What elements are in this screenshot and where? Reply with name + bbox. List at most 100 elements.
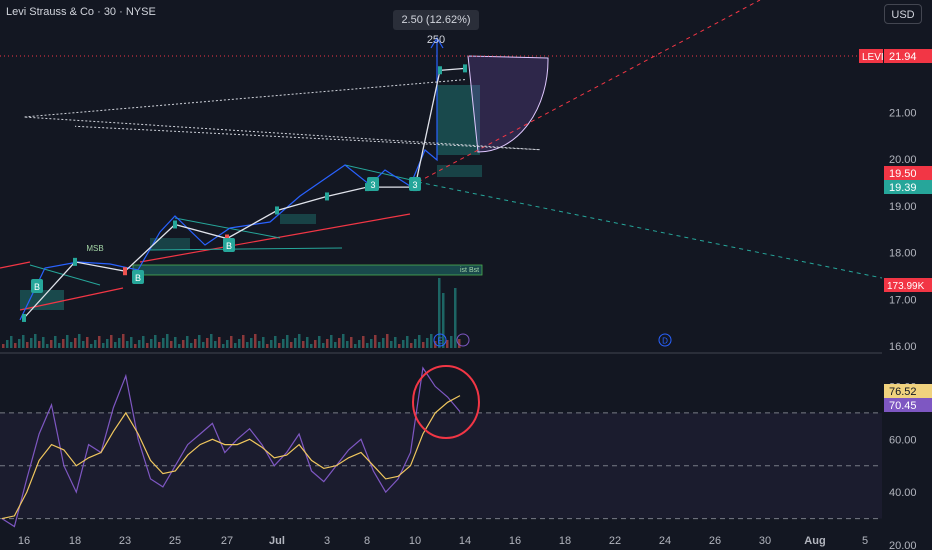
volume-bar [338,338,341,348]
support-projection [417,181,883,279]
volume-bar [370,339,373,348]
volume-bar [322,343,325,348]
trend-line-teal [149,247,343,251]
volume-bar [42,337,45,348]
volume-bar [14,343,17,348]
volume-bar [182,340,185,348]
rsi-pane [0,365,882,528]
volume-bar [318,336,321,348]
order-block [280,214,316,224]
event-marker-label: E [437,337,442,346]
price-candle [173,220,177,229]
order-block [20,290,64,310]
volume-bar [130,337,133,348]
volume-bar [118,338,121,348]
volume-bar [366,343,369,348]
volume-bar [374,335,377,348]
signal-badge-label: B [135,273,141,283]
level-badge-label: 19.50 [889,168,917,180]
volume-bar [234,343,237,348]
volume-bar [450,336,453,348]
volume-bar [46,344,49,348]
x-tick-label: 23 [119,535,131,547]
x-tick-label: 25 [169,535,181,547]
rsi-value-badge [884,398,932,412]
volume-badge-label: 173.99K [887,281,925,292]
volume-bar [86,337,89,348]
signal-badge [367,177,379,191]
volume-bar [422,342,425,348]
volume-bar [222,344,225,348]
signal-badge [409,177,421,191]
volume-bar [414,339,417,348]
chart-zones: ist Bst [20,55,549,310]
price-y-tick-label: 16.00 [889,341,917,353]
volume-bar [158,342,161,348]
trend-line-teal [29,264,101,286]
volume-bar [446,340,449,348]
volume-bar [214,341,217,348]
volume-bar [294,338,297,348]
volume-bar [254,334,257,348]
volume-bar [434,341,437,348]
signal-badge [132,270,144,284]
volume-bar [198,335,201,348]
volume-bar [202,342,205,348]
volume-bar [206,338,209,348]
price-y-tick-label: 21.00 [889,107,917,119]
x-tick-label: 8 [364,535,370,547]
volume-bar [258,341,261,348]
price-y-tick-label: 20.00 [889,154,917,166]
volume-bar [82,341,85,348]
volume-bar [102,343,105,348]
order-block [437,165,482,177]
volume-bar [106,339,109,348]
signal-badge-label: 3 [412,180,417,190]
volume-bar [306,337,309,348]
volume-bar [78,334,81,348]
volume-bar [378,342,381,348]
rsi-ma-line [1,395,461,520]
x-tick-label: 30 [759,535,771,547]
volume-bar [70,342,73,348]
volume-bar [122,334,125,348]
volume-bar [218,337,221,348]
currency-button[interactable]: USD [884,4,922,24]
x-tick-label: 3 [324,535,330,547]
rsi-value-label: 76.52 [889,386,917,398]
volume-bar [22,335,25,348]
volume-bar [458,339,461,348]
volume-bar [166,334,169,348]
volume-bar [54,336,57,348]
volume-bars [2,278,461,348]
volume-bar [178,344,181,348]
signal-badge [223,238,235,252]
volume-bar [418,335,421,348]
projection-path [23,79,541,151]
volume-bar [438,278,441,348]
volume-bar [426,338,429,348]
event-marker [658,333,672,347]
trend-line-teal [174,217,281,239]
rsi-y-tick-label: 60.00 [889,434,917,446]
volume-bar [430,334,433,348]
x-tick-label: 27 [221,535,233,547]
volume-bar [2,344,5,348]
volume-bar [242,335,245,348]
volume-bar [38,341,41,348]
volume-bar [66,335,69,348]
volume-bar [150,339,153,348]
x-tick-label: 22 [609,535,621,547]
rsi-highlight-circle [412,365,480,439]
event-marker [433,333,447,347]
x-tick-label: 14 [459,535,471,547]
price-y-tick-label: 19.00 [889,201,917,213]
volume-bar [442,293,445,348]
chart-title[interactable]: Levi Strauss & Co · 30 · NYSE [6,6,156,18]
volume-bar [26,342,29,348]
signal-badge-label: B [34,282,40,292]
volume-bar [314,340,317,348]
price-candle [438,66,442,75]
trend-line-red [19,287,124,311]
